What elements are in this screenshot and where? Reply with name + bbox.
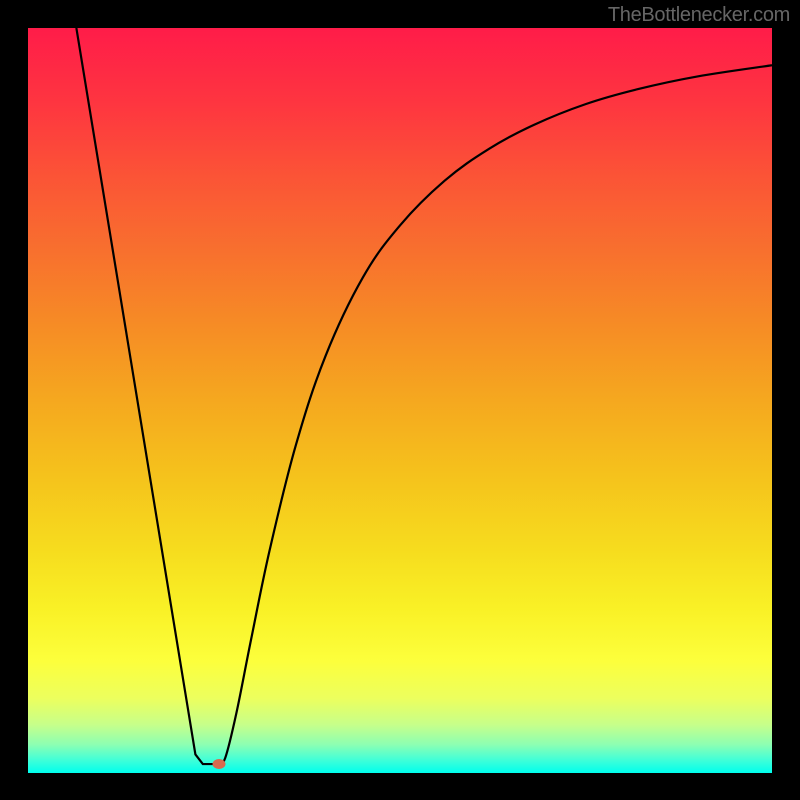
watermark-text: TheBottlenecker.com <box>608 4 790 27</box>
chart-outer-frame: TheBottlenecker.com <box>0 0 800 800</box>
gradient-background <box>28 28 772 773</box>
plot-area <box>28 28 772 773</box>
optimal-point-marker <box>213 759 226 769</box>
